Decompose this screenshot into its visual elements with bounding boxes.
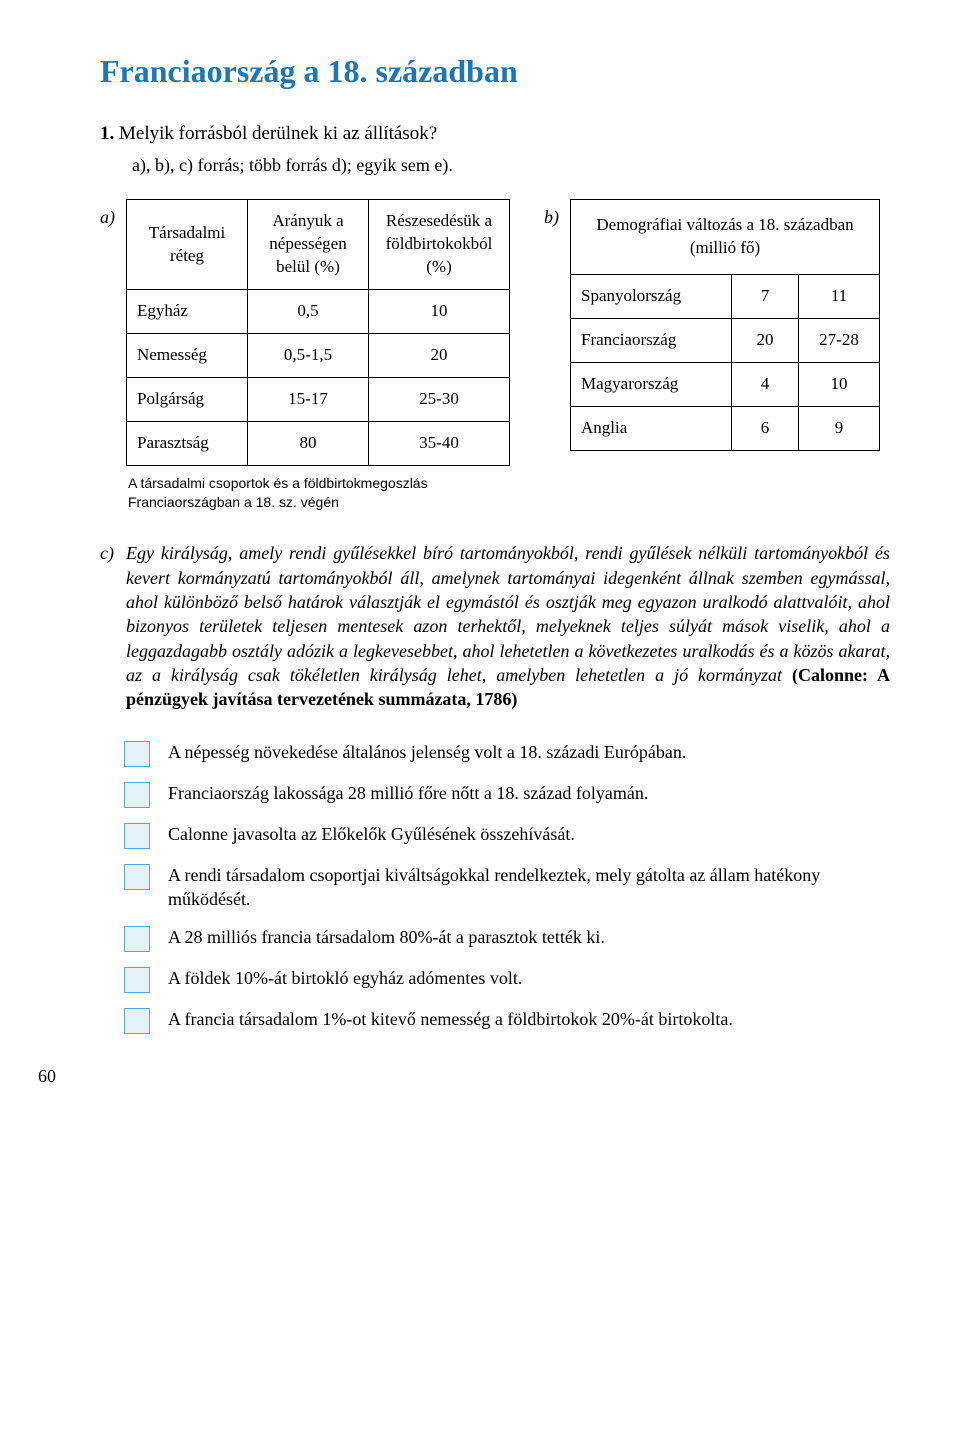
choice-text: A rendi társadalom csoportjai kiváltságo… [168,863,890,912]
cell: 10 [799,362,880,406]
page-title: Franciaország a 18. században [100,50,890,93]
choice-text: A földek 10%-át birtokló egyház adómente… [168,966,522,990]
table-row: Spanyolország 7 11 [571,275,880,319]
table-a-block: a) Társadalmi réteg Arányuk a népességen… [100,199,510,466]
cell: Anglia [571,406,732,450]
paragraph-c-text: Egy királyság, amely rendi gyűlésekkel b… [126,543,890,684]
cell: 20 [369,333,510,377]
question-1-subtext: a), b), c) forrás; több forrás d); egyik… [132,153,890,177]
table-row: Nemesség 0,5-1,5 20 [127,333,510,377]
checkbox[interactable] [124,864,150,890]
table-row: Anglia 6 9 [571,406,880,450]
choice-row: A földek 10%-át birtokló egyház adómente… [124,966,890,993]
cell: Spanyolország [571,275,732,319]
cell: Egyház [127,289,248,333]
cell: 4 [732,362,799,406]
cell: Nemesség [127,333,248,377]
table-a-col1: Arányuk a népességen belül (%) [248,200,369,290]
table-b-block: b) Demográfiai változás a 18. században … [544,199,880,451]
cell: 25-30 [369,377,510,421]
paragraph-c: c) Egy királyság, amely rendi gyűlésekke… [100,541,890,711]
cell: 27-28 [799,318,880,362]
cell: Franciaország [571,318,732,362]
table-a: Társadalmi réteg Arányuk a népességen be… [126,199,510,466]
label-b: b) [544,205,564,229]
table-b-header: Demográfiai változás a 18. században (mi… [571,200,880,275]
cell: 10 [369,289,510,333]
cell: 15-17 [248,377,369,421]
table-a-caption: A társadalmi csoportok és a földbirtokme… [128,474,508,512]
table-row: Parasztság 80 35-40 [127,421,510,465]
choice-text: A 28 milliós francia társadalom 80%-át a… [168,925,605,949]
question-1-text: Melyik forrásból derülnek ki az állításo… [119,123,437,144]
table-row: Egyház 0,5 10 [127,289,510,333]
question-1: 1. Melyik forrásból derülnek ki az állít… [100,121,890,147]
table-b: Demográfiai változás a 18. században (mi… [570,199,880,451]
table-row: Franciaország 20 27-28 [571,318,880,362]
tables-row: a) Társadalmi réteg Arányuk a népességen… [100,199,890,466]
choice-row: Franciaország lakossága 28 millió főre n… [124,781,890,808]
table-row: Demográfiai változás a 18. században (mi… [571,200,880,275]
checkbox[interactable] [124,782,150,808]
page-number: 60 [38,1064,890,1088]
choice-row: A 28 milliós francia társadalom 80%-át a… [124,925,890,952]
choice-row: A francia társadalom 1%-ot kitevő nemess… [124,1007,890,1034]
paragraph-c-body: Egy királyság, amely rendi gyűlésekkel b… [126,541,890,711]
table-row: Társadalmi réteg Arányuk a népességen be… [127,200,510,290]
label-c: c) [100,541,120,711]
choices: A népesség növekedése általános jelenség… [124,740,890,1035]
cell: 6 [732,406,799,450]
cell: Parasztság [127,421,248,465]
choice-row: A népesség növekedése általános jelenség… [124,740,890,767]
choice-text: Franciaország lakossága 28 millió főre n… [168,781,648,805]
table-a-col2: Részesedésük a földbirtokokból (%) [369,200,510,290]
choice-row: A rendi társadalom csoportjai kiváltságo… [124,863,890,912]
choice-text: A francia társadalom 1%-ot kitevő nemess… [168,1007,733,1031]
cell: Polgárság [127,377,248,421]
choice-text: A népesség növekedése általános jelenség… [168,740,686,764]
table-row: Polgárság 15-17 25-30 [127,377,510,421]
cell: Magyarország [571,362,732,406]
choice-row: Calonne javasolta az Előkelők Gyűlésének… [124,822,890,849]
table-row: Magyarország 4 10 [571,362,880,406]
checkbox[interactable] [124,1008,150,1034]
label-a: a) [100,205,120,229]
cell: 0,5-1,5 [248,333,369,377]
checkbox[interactable] [124,741,150,767]
cell: 7 [732,275,799,319]
checkbox[interactable] [124,823,150,849]
cell: 0,5 [248,289,369,333]
checkbox[interactable] [124,926,150,952]
cell: 80 [248,421,369,465]
choice-text: Calonne javasolta az Előkelők Gyűlésének… [168,822,575,846]
checkbox[interactable] [124,967,150,993]
cell: 20 [732,318,799,362]
cell: 9 [799,406,880,450]
cell: 11 [799,275,880,319]
cell: 35-40 [369,421,510,465]
question-1-number: 1. [100,123,114,144]
table-a-col0: Társadalmi réteg [127,200,248,290]
